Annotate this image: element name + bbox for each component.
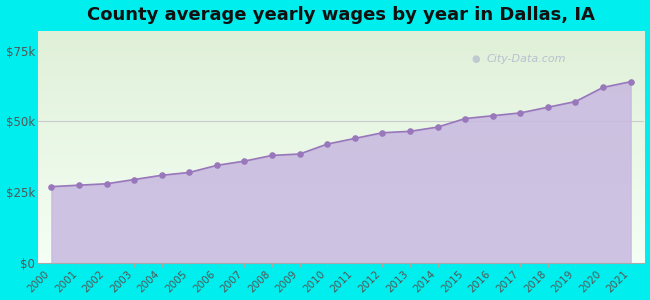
Point [267, 153, 278, 158]
Point [46, 184, 57, 189]
Point [488, 113, 498, 118]
Point [543, 105, 553, 110]
Point [73, 183, 84, 188]
Point [129, 177, 139, 182]
Point [570, 99, 580, 104]
Title: County average yearly wages by year in Dallas, IA: County average yearly wages by year in D… [87, 6, 595, 24]
Point [294, 152, 305, 156]
Point [405, 129, 415, 134]
Point [157, 173, 167, 178]
Point [598, 85, 608, 90]
Point [432, 125, 443, 130]
Point [625, 79, 636, 84]
Text: ●: ● [471, 54, 480, 64]
Point [212, 163, 222, 168]
Point [460, 116, 471, 121]
Text: City-Data.com: City-Data.com [487, 54, 566, 64]
Point [515, 110, 525, 115]
Point [377, 130, 387, 135]
Point [239, 159, 250, 164]
Point [350, 136, 360, 141]
Point [101, 182, 112, 186]
Point [184, 170, 194, 175]
Point [322, 142, 332, 146]
